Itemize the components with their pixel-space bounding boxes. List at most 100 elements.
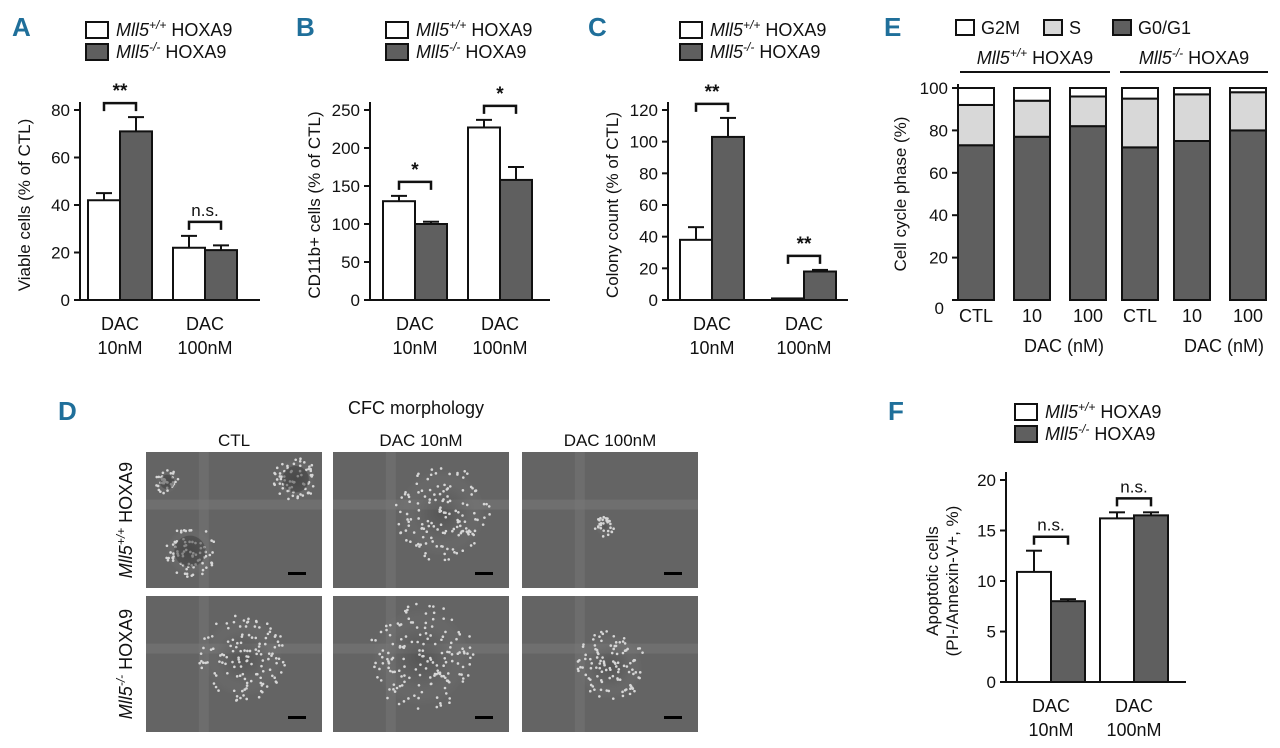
category-label: DAC — [101, 314, 139, 334]
y-tick-label: 80 — [639, 164, 658, 183]
colony-cell — [260, 684, 264, 687]
colony-cell — [259, 652, 263, 656]
colony-cell — [598, 518, 601, 522]
colony-cell — [439, 704, 443, 707]
colony-cell — [426, 477, 430, 481]
colony-cell — [448, 701, 451, 705]
colony-cell — [415, 544, 418, 547]
colony-cell — [579, 665, 582, 669]
significance-bracket — [1115, 497, 1153, 507]
legend-swatch-wt — [679, 21, 703, 39]
colony-cell — [272, 482, 276, 486]
colony-cell — [273, 676, 276, 680]
colony-cell — [442, 498, 445, 501]
colony-cell — [391, 670, 395, 674]
legend-swatch-g0g1 — [1112, 19, 1132, 36]
colony-cell — [621, 690, 624, 694]
colony-cell — [389, 669, 392, 673]
colony-cell — [455, 525, 459, 529]
stack-segment-g2m — [1013, 87, 1051, 102]
colony-cell — [376, 675, 379, 679]
panel-letter-f: F — [888, 396, 904, 426]
y-tick-label: 100 — [332, 215, 360, 234]
colony-halo — [203, 617, 283, 697]
colony-cell — [435, 705, 439, 709]
y-tick-label: 100 — [630, 133, 658, 152]
colony-cell — [175, 529, 179, 533]
colony-cell — [210, 634, 214, 638]
y-tick-label: 0 — [649, 291, 658, 310]
colony-cell — [581, 645, 585, 648]
colony-cell — [310, 463, 314, 467]
colony-cell — [633, 658, 637, 662]
colony-cell — [260, 664, 263, 668]
colony-cell — [398, 646, 402, 649]
colony-cell — [281, 660, 285, 664]
bar-ko — [803, 270, 837, 301]
plate-gridline — [385, 452, 396, 588]
colony-cell — [405, 539, 408, 542]
category-label: CTL — [1123, 306, 1157, 326]
scale-bar — [475, 572, 493, 575]
colony-cell — [400, 496, 404, 499]
bar-ko — [1050, 600, 1086, 684]
colony-cell — [442, 664, 445, 668]
colony-cell — [399, 637, 403, 641]
colony-cell — [409, 518, 413, 521]
legend-label: G2M — [981, 18, 1020, 38]
colony-cell — [443, 676, 447, 680]
colony-cell — [237, 658, 240, 661]
colony-cell — [608, 676, 612, 680]
y-tick-label: 200 — [332, 139, 360, 158]
colony-cell — [283, 663, 286, 667]
colony-cell — [447, 558, 451, 561]
colony-cell — [281, 462, 284, 466]
colony-cell — [201, 572, 204, 576]
colony-cell — [286, 464, 289, 468]
cfc-title: CFC morphology — [348, 398, 484, 418]
colony-cell — [294, 458, 297, 462]
axis-note-wt: DAC (nM) — [1024, 336, 1104, 356]
colony-cell — [427, 558, 431, 561]
colony-cell — [425, 530, 429, 533]
colony-cell — [165, 556, 168, 560]
colony-cell — [424, 621, 428, 625]
colony-cell — [456, 471, 459, 475]
colony-cell — [423, 495, 427, 498]
colony-cell — [222, 653, 226, 657]
colony-cell — [269, 627, 272, 630]
colony-cell — [628, 692, 632, 696]
colony-cell — [596, 674, 599, 678]
colony-cell — [235, 699, 238, 702]
colony-cell — [191, 573, 195, 577]
colony-cell — [173, 540, 177, 544]
group-label-ko: Mll5-/- HOXA9 — [1139, 46, 1249, 68]
colony-cell — [599, 630, 603, 634]
colony-cell — [258, 642, 261, 646]
colony-cell — [399, 531, 402, 535]
significance-label: ** — [797, 234, 812, 255]
colony-cell — [417, 517, 420, 520]
category-label: DAC — [481, 314, 519, 334]
significance-label: n.s. — [1120, 477, 1147, 496]
colony-cell — [593, 633, 596, 637]
colony-cell — [276, 640, 280, 644]
colony-cell — [311, 484, 315, 488]
colony-cell — [407, 520, 410, 524]
colony-cell — [392, 688, 395, 691]
colony-cell — [439, 467, 443, 470]
colony-cell — [387, 661, 391, 665]
bar-wt — [382, 200, 416, 301]
y-tick-label: 20 — [929, 249, 948, 268]
category-label: 100nM — [776, 338, 831, 358]
colony-cell — [388, 633, 392, 637]
colony-cell — [488, 513, 491, 516]
colony-cell — [203, 637, 206, 640]
colony-cell — [273, 635, 277, 638]
colony-cell — [414, 668, 418, 671]
colony-cell — [159, 490, 162, 493]
colony-cell — [200, 666, 204, 670]
colony-cell — [379, 679, 383, 682]
category-label: CTL — [959, 306, 993, 326]
colony-cell — [461, 476, 465, 479]
